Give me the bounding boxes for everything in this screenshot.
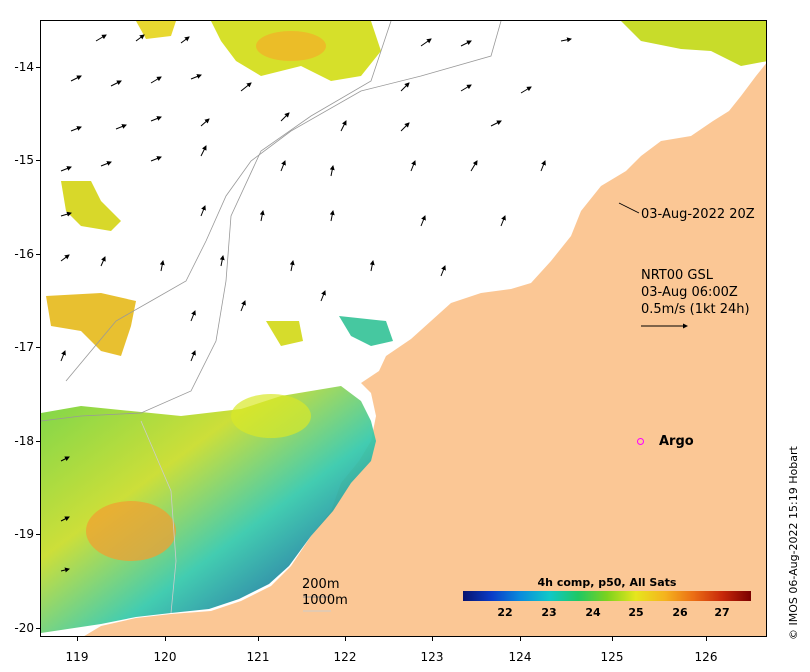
nrt-label-line2: 03-Aug 06:00Z — [641, 285, 738, 300]
sst-patch — [61, 181, 121, 231]
x-tick-label: 121 — [246, 650, 270, 664]
isobath-line — [41, 21, 392, 422]
colorbar-tick: 24 — [585, 606, 601, 619]
nrt-label-line1: NRT00 GSL — [641, 268, 713, 283]
credit-text: © IMOS 06-Aug-2022 15:19 Hobart — [787, 446, 800, 640]
isobath-line — [65, 21, 502, 382]
y-tick-mark — [36, 254, 40, 255]
x-tick-label: 122 — [333, 650, 357, 664]
x-tick-label: 119 — [65, 650, 89, 664]
map-canvas — [41, 21, 766, 636]
x-tick-mark — [345, 637, 346, 641]
current-vectors — [60, 34, 572, 573]
x-tick-label: 126 — [694, 650, 718, 664]
x-tick-mark — [432, 637, 433, 641]
y-tick-label: -16 — [14, 247, 34, 261]
x-tick-label: 124 — [508, 650, 532, 664]
y-tick-mark — [36, 347, 40, 348]
isobath-line — [140, 420, 177, 614]
x-tick-mark — [520, 637, 521, 641]
colorbar-title: 4h comp, p50, All Sats — [537, 576, 677, 589]
map-panel[interactable] — [40, 20, 767, 637]
x-tick-label: 120 — [153, 650, 177, 664]
sst-patch — [621, 21, 766, 66]
x-tick-mark — [612, 637, 613, 641]
sst-patch — [46, 293, 136, 356]
x-tick-mark — [165, 637, 166, 641]
colorbar-tick: 25 — [628, 606, 644, 619]
argo-label: Argo — [659, 434, 694, 449]
colorbar-tick: 26 — [672, 606, 688, 619]
argo-float-marker[interactable] — [637, 438, 644, 445]
timestamp-leader — [618, 202, 640, 214]
x-tick-label: 125 — [600, 650, 624, 664]
sst-patch — [339, 316, 393, 346]
y-tick-mark — [36, 67, 40, 68]
y-tick-mark — [36, 160, 40, 161]
colorbar — [463, 591, 751, 601]
y-tick-label: -17 — [14, 340, 34, 354]
colorbar-tick: 22 — [497, 606, 513, 619]
nrt-label-line3: 0.5m/s (1kt 24h) — [641, 302, 750, 317]
x-tick-mark — [77, 637, 78, 641]
y-tick-mark — [36, 441, 40, 442]
isobath-1000-label: 1000m — [302, 593, 348, 608]
x-tick-label: 123 — [420, 650, 444, 664]
sst-swath — [41, 386, 376, 633]
x-tick-mark — [258, 637, 259, 641]
timestamp-label: 03-Aug-2022 20Z — [641, 207, 755, 222]
y-tick-label: -14 — [14, 60, 34, 74]
y-tick-mark — [36, 628, 40, 629]
y-tick-label: -19 — [14, 527, 34, 541]
sst-patch — [266, 321, 303, 346]
y-tick-mark — [36, 534, 40, 535]
land-mass — [84, 63, 766, 636]
isobath-200-label: 200m — [302, 577, 340, 592]
y-tick-label: -20 — [14, 621, 34, 635]
colorbar-tick: 23 — [541, 606, 557, 619]
y-tick-label: -15 — [14, 153, 34, 167]
x-tick-mark — [706, 637, 707, 641]
colorbar-tick: 27 — [714, 606, 730, 619]
y-tick-label: -18 — [14, 434, 34, 448]
sst-patch — [136, 21, 176, 39]
